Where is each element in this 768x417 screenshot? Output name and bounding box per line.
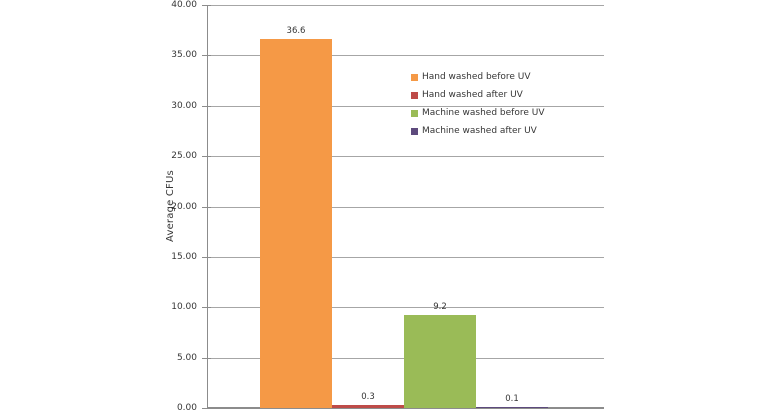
y-tick-label-40-00: 40.00 xyxy=(171,0,197,10)
y-tick-35-00 xyxy=(202,55,211,56)
y-tick-label-20-00: 20.00 xyxy=(171,202,197,212)
y-tick-5-00 xyxy=(202,358,211,359)
bar-machine-washed-before-uv xyxy=(404,315,476,408)
gridline-10-00 xyxy=(207,307,604,308)
gridline-15-00 xyxy=(207,257,604,258)
legend-label-hand-washed-after-uv: Hand washed after UV xyxy=(422,90,523,100)
gridline-40-00 xyxy=(207,5,604,6)
legend-label-machine-washed-after-uv: Machine washed after UV xyxy=(422,126,537,136)
legend: Hand washed before UV Hand washed after U… xyxy=(411,72,544,136)
y-tick-0-00 xyxy=(202,408,211,409)
gridline-30-00 xyxy=(207,106,604,107)
gridline-20-00 xyxy=(207,207,604,208)
plot-area: 0.00 5.00 10.00 15.00 20.00 25.00 30.00 35.00 40… xyxy=(171,0,604,413)
legend-swatch-machine-washed-before-uv xyxy=(411,109,418,117)
y-tick-15-00 xyxy=(202,257,211,258)
legend-swatch-hand-washed-before-uv xyxy=(411,73,418,81)
y-tick-label-25-00: 25.00 xyxy=(171,151,197,161)
y-tick-30-00 xyxy=(202,106,211,107)
y-tick-label-10-00: 10.00 xyxy=(171,302,197,312)
legend-item-hand-washed-after-uv: Hand washed after UV xyxy=(411,90,544,100)
data-label-hand-washed-after-uv: 0.3 xyxy=(361,392,375,402)
y-tick-label-35-00: 35.00 xyxy=(171,50,197,60)
legend-item-machine-washed-before-uv: Machine washed before UV xyxy=(411,108,544,118)
gridline-35-00 xyxy=(207,55,604,56)
data-label-machine-washed-before-uv: 9.2 xyxy=(433,302,447,312)
legend-swatch-machine-washed-after-uv xyxy=(411,127,418,135)
gridline-25-00 xyxy=(207,156,604,157)
bar-machine-washed-after-uv xyxy=(476,407,548,408)
y-tick-label-30-00: 30.00 xyxy=(171,101,197,111)
bar-hand-washed-before-uv xyxy=(260,39,332,408)
bar-hand-washed-after-uv xyxy=(332,405,404,408)
legend-item-machine-washed-after-uv: Machine washed after UV xyxy=(411,126,544,136)
legend-item-hand-washed-before-uv: Hand washed before UV xyxy=(411,72,544,82)
y-tick-label-0-00: 0.00 xyxy=(176,403,197,413)
y-tick-20-00 xyxy=(202,207,211,208)
y-tick-25-00 xyxy=(202,156,211,157)
y-tick-10-00 xyxy=(202,307,211,308)
legend-label-machine-washed-before-uv: Machine washed before UV xyxy=(422,108,545,118)
y-tick-label-15-00: 15.00 xyxy=(171,252,197,262)
data-label-hand-washed-before-uv: 36.6 xyxy=(286,26,306,36)
data-label-machine-washed-after-uv: 0.1 xyxy=(505,394,519,404)
legend-label-hand-washed-before-uv: Hand washed before UV xyxy=(422,72,531,82)
y-tick-label-5-00: 5.00 xyxy=(176,353,197,363)
y-tick-40-00 xyxy=(202,5,211,6)
legend-swatch-hand-washed-after-uv xyxy=(411,91,418,99)
x-axis-line xyxy=(207,407,604,409)
